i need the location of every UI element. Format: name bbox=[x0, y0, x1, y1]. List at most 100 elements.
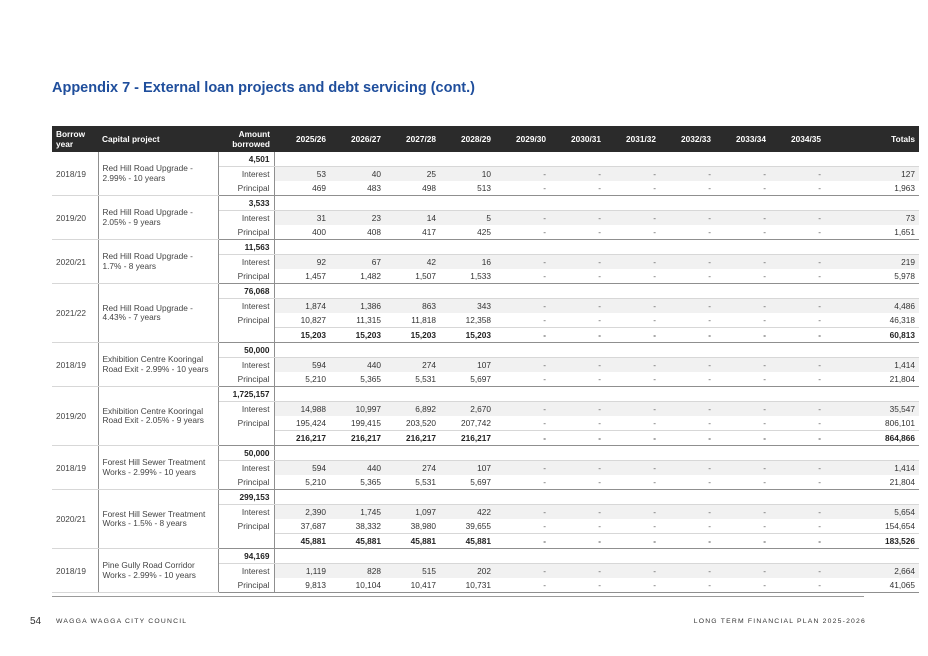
document-name: LONG TERM FINANCIAL PLAN 2025-2026 bbox=[693, 618, 866, 625]
year-value: - bbox=[605, 210, 660, 225]
empty-cell bbox=[274, 283, 330, 299]
year-value: - bbox=[495, 181, 550, 196]
amount-borrowed: 50,000 bbox=[218, 445, 275, 461]
year-value: - bbox=[605, 430, 660, 446]
principal-row: Principal 37,687 38,332 38,980 39,655 - - - - - - 1… bbox=[52, 519, 919, 534]
total-value: 5,978 bbox=[825, 269, 919, 284]
interest-row: Interest 594 440 274 107- - - - - -1,414 bbox=[52, 357, 919, 372]
empty-cell bbox=[605, 489, 660, 505]
empty-cell bbox=[274, 239, 330, 255]
year-value: - bbox=[770, 166, 825, 181]
year-value: - bbox=[715, 327, 770, 343]
header-year: 2030/31 bbox=[550, 126, 605, 152]
year-value: - bbox=[660, 166, 715, 181]
year-value: - bbox=[770, 225, 825, 240]
empty-cell bbox=[440, 386, 495, 402]
empty-cell bbox=[495, 489, 550, 505]
header-year: 2025/26 bbox=[274, 126, 330, 152]
empty-cell bbox=[274, 342, 330, 358]
empty-cell bbox=[550, 195, 605, 211]
year-value: - bbox=[660, 430, 715, 446]
year-value: - bbox=[818, 521, 821, 531]
amount-row: 2020/21 Forest Hill Sewer Treatment Works… bbox=[52, 489, 919, 549]
amount-row: 2018/19 Forest Hill Sewer Treatment Works… bbox=[52, 445, 919, 490]
year-value: - bbox=[605, 460, 660, 475]
empty-cell bbox=[274, 489, 330, 505]
year-value: - bbox=[543, 315, 546, 325]
year-value: - bbox=[550, 372, 605, 387]
year-value: - bbox=[550, 401, 605, 416]
empty-cell bbox=[385, 283, 440, 299]
principal-row: Principal 195,424 199,415 203,520 207,742 - - -… bbox=[52, 416, 919, 431]
year-value: - bbox=[770, 401, 825, 416]
year-value: - bbox=[605, 372, 660, 387]
year-value: - bbox=[605, 225, 660, 240]
amount-row: 2018/19 Pine Gully Road Corridor Works - … bbox=[52, 548, 919, 593]
header-year: 2026/27 bbox=[330, 126, 385, 152]
empty-cell bbox=[605, 342, 660, 358]
year-value: - bbox=[660, 269, 715, 284]
empty-cell bbox=[385, 239, 440, 255]
year-value: 10,104 bbox=[330, 578, 385, 593]
principal-label: Principal bbox=[218, 313, 275, 328]
year-value: - bbox=[495, 327, 550, 343]
total-value: 41,065 bbox=[825, 578, 919, 593]
year-value: 15,203 bbox=[330, 327, 385, 343]
total-row: 216,217 216,217 216,217 216,217- - - - - -864,86… bbox=[52, 430, 919, 446]
loan-group: 2019/20 Red Hill Road Upgrade - 2.05% - 9… bbox=[52, 195, 919, 240]
year-value: - bbox=[605, 181, 660, 196]
year-value: 39,655 bbox=[465, 521, 491, 531]
total-value: 21,804 bbox=[825, 475, 919, 490]
year-value: 5,365 bbox=[330, 372, 385, 387]
year-value: - bbox=[660, 181, 715, 196]
year-value: - bbox=[660, 475, 715, 490]
amount-row: 2020/21 Red Hill Road Upgrade - 1.7% - 8 … bbox=[52, 239, 919, 284]
loan-table: Borrow year Capital project Amount borro… bbox=[52, 126, 919, 593]
total-value: 21,804 bbox=[825, 372, 919, 387]
interest-row: Interest 53 40 25 10- - - - - -127 bbox=[52, 166, 919, 181]
loan-group: 2018/19 Exhibition Centre Kooringal Road … bbox=[52, 342, 919, 387]
empty-cell bbox=[440, 239, 495, 255]
year-value: - bbox=[495, 460, 550, 475]
year-value: - bbox=[715, 372, 770, 387]
principal-row: Principal 9,813 10,104 10,417 10,731- - - - - -41… bbox=[52, 578, 919, 593]
year-value: - bbox=[653, 521, 656, 531]
year-value: - bbox=[763, 315, 766, 325]
total-value: 1,414 bbox=[825, 460, 919, 475]
year-value: - bbox=[715, 578, 770, 593]
empty-cell bbox=[495, 342, 550, 358]
year-value: 1,874 bbox=[274, 298, 330, 313]
empty-cell bbox=[605, 195, 660, 211]
borrow-year: 2018/19 bbox=[52, 548, 99, 593]
year-value: 195,424 bbox=[296, 418, 326, 428]
year-value: - bbox=[605, 578, 660, 593]
amount-borrowed: 1,725,157 bbox=[218, 386, 275, 402]
year-value: - bbox=[660, 298, 715, 313]
year-value: - bbox=[770, 327, 825, 343]
year-value: - bbox=[770, 298, 825, 313]
year-value: 1,097 bbox=[385, 504, 440, 519]
year-value: 10,417 bbox=[385, 578, 440, 593]
loan-group: 2018/19 Pine Gully Road Corridor Works - … bbox=[52, 548, 919, 593]
year-value: 5,697 bbox=[440, 372, 495, 387]
year-value: 1,386 bbox=[330, 298, 385, 313]
year-value: 1,457 bbox=[274, 269, 330, 284]
interest-row: Interest 594 440 274 107- - - - - -1,414 bbox=[52, 460, 919, 475]
year-value: - bbox=[605, 357, 660, 372]
year-value: - bbox=[605, 166, 660, 181]
borrow-year: 2018/19 bbox=[52, 445, 99, 490]
year-value: - bbox=[715, 166, 770, 181]
year-value: - bbox=[660, 210, 715, 225]
empty-cell bbox=[274, 152, 330, 167]
year-value: 400 bbox=[274, 225, 330, 240]
year-value: - bbox=[715, 563, 770, 578]
year-value: 14,988 bbox=[274, 401, 330, 416]
year-value: - bbox=[715, 475, 770, 490]
year-value: 440 bbox=[330, 460, 385, 475]
empty-cell bbox=[770, 152, 825, 167]
principal-label: Principal bbox=[218, 225, 275, 240]
principal-label: Principal bbox=[218, 578, 275, 593]
year-value: 5,365 bbox=[330, 475, 385, 490]
empty-cell bbox=[440, 445, 495, 461]
year-value: - bbox=[708, 521, 711, 531]
